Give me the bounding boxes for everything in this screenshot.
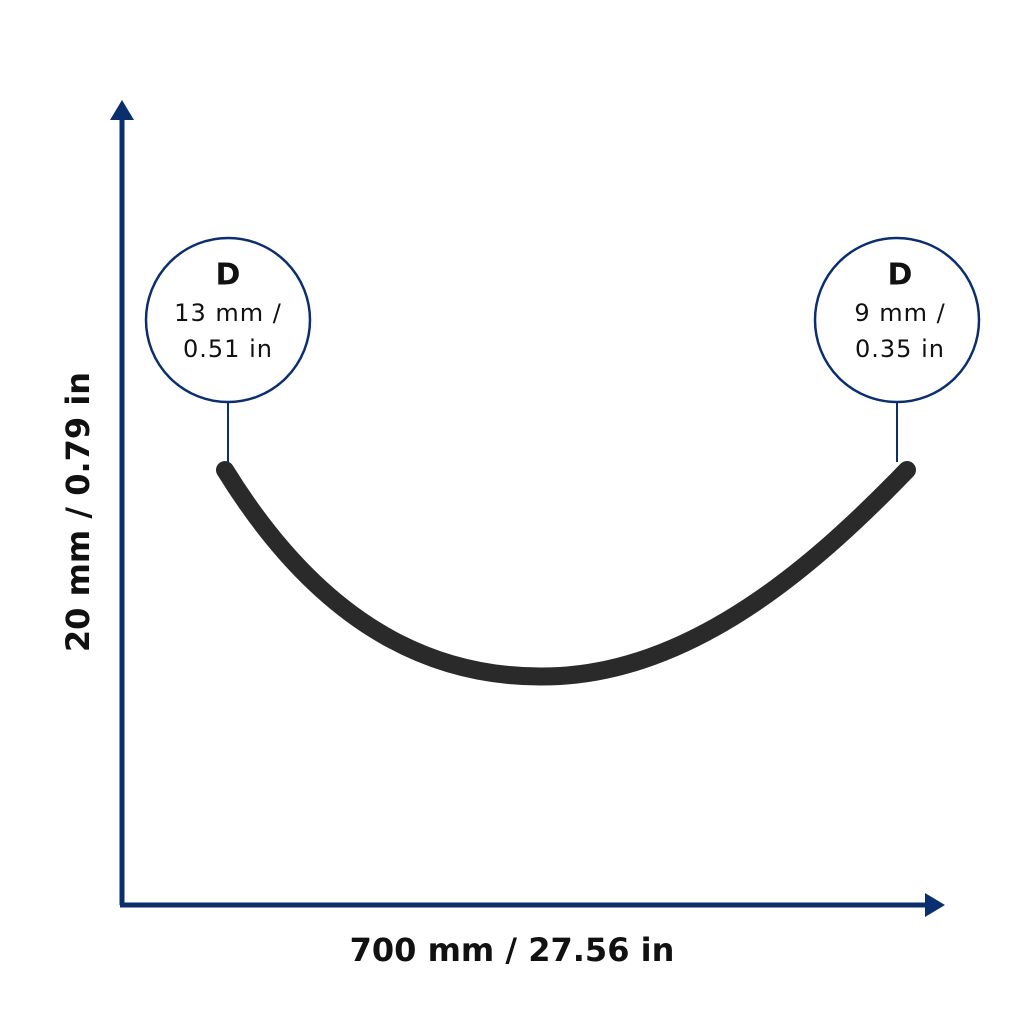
x-axis-label: 700 mm / 27.56 in [350, 931, 675, 969]
y-axis-arrow [110, 100, 134, 120]
hose [216, 461, 916, 686]
callout-label: D [216, 258, 241, 293]
callout-circle [813, 236, 981, 404]
y-axis-label: 20 mm / 0.79 in [59, 372, 97, 652]
callout-label: D [888, 258, 913, 293]
callout-circle [144, 236, 312, 404]
callout-text: 13 mm / [174, 299, 282, 327]
callout-text: 9 mm / [854, 299, 945, 327]
callout-text: 0.51 in [183, 335, 273, 363]
x-axis-arrow [925, 893, 945, 917]
callout-text: 0.35 in [855, 335, 945, 363]
